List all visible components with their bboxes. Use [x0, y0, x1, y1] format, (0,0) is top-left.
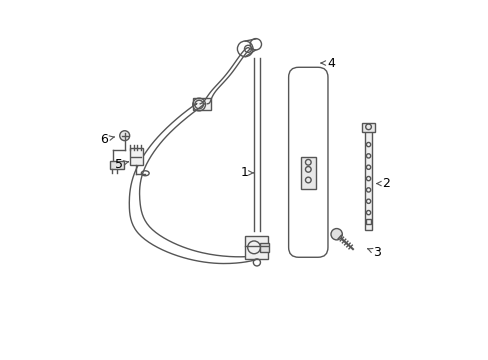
Bar	[193, 98, 210, 110]
Text: 5: 5	[115, 158, 128, 171]
Bar	[245, 236, 268, 259]
Circle shape	[120, 131, 129, 141]
Bar	[364, 130, 372, 230]
Text: 2: 2	[376, 177, 389, 190]
Bar	[110, 161, 124, 169]
Bar	[362, 123, 374, 132]
Text: 4: 4	[321, 57, 335, 69]
Bar	[366, 219, 370, 224]
Text: 3: 3	[367, 246, 381, 259]
Circle shape	[330, 229, 342, 240]
Bar	[300, 157, 315, 189]
Bar	[129, 148, 143, 166]
Text: 1: 1	[240, 166, 253, 179]
Text: 6: 6	[101, 133, 114, 146]
Bar	[259, 243, 268, 252]
